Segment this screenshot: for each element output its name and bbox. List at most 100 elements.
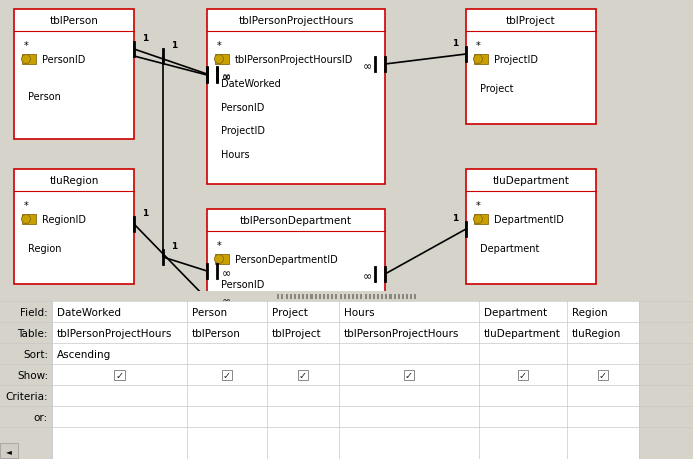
Text: tluDepartment: tluDepartment — [493, 176, 570, 185]
Bar — [402, 294, 404, 299]
Text: PersonID: PersonID — [221, 102, 264, 112]
Bar — [398, 294, 400, 299]
Text: Person: Person — [192, 307, 227, 317]
Text: DateWorked: DateWorked — [221, 78, 281, 89]
Bar — [373, 294, 375, 299]
Text: DateWorked: DateWorked — [57, 307, 121, 317]
Text: *: * — [24, 201, 28, 211]
Text: Field:: Field: — [20, 307, 48, 317]
Text: ∞: ∞ — [222, 297, 231, 306]
Text: *: * — [217, 241, 222, 251]
Text: tblPersonDepartment: tblPersonDepartment — [240, 216, 352, 225]
FancyBboxPatch shape — [14, 10, 134, 140]
Bar — [0, 443, 18, 458]
Bar — [406, 294, 408, 299]
FancyBboxPatch shape — [215, 254, 229, 264]
Bar — [298, 370, 308, 380]
Bar — [348, 294, 350, 299]
Text: ∞: ∞ — [222, 72, 231, 82]
Text: PersonID: PersonID — [42, 55, 85, 65]
FancyBboxPatch shape — [14, 170, 134, 285]
Text: Project: Project — [272, 307, 308, 317]
Text: Show:: Show: — [17, 370, 48, 380]
Text: 1: 1 — [452, 213, 458, 223]
Text: ∞: ∞ — [222, 73, 231, 83]
Bar — [302, 294, 304, 299]
Text: ✓: ✓ — [599, 370, 607, 380]
Text: ∞: ∞ — [222, 269, 231, 279]
Bar — [598, 370, 608, 380]
Bar — [294, 294, 296, 299]
Bar — [356, 294, 358, 299]
Text: DepartmentID: DepartmentID — [494, 214, 564, 224]
Bar — [335, 294, 337, 299]
Text: ✓: ✓ — [519, 370, 527, 380]
Bar — [281, 294, 283, 299]
Text: ✓: ✓ — [299, 370, 307, 380]
Text: Hours: Hours — [221, 150, 249, 160]
FancyBboxPatch shape — [466, 170, 596, 285]
Circle shape — [215, 255, 224, 264]
Bar — [340, 294, 342, 299]
Text: ✓: ✓ — [223, 370, 231, 380]
Bar — [352, 294, 354, 299]
Text: Project: Project — [480, 84, 514, 94]
Bar — [410, 294, 412, 299]
FancyBboxPatch shape — [207, 210, 385, 364]
Text: *: * — [24, 41, 28, 51]
Bar — [389, 294, 392, 299]
Bar — [365, 294, 367, 299]
Text: tblPersonProjectHours: tblPersonProjectHours — [344, 328, 459, 338]
Text: Criteria:: Criteria: — [6, 391, 48, 401]
FancyBboxPatch shape — [215, 55, 229, 65]
Text: ∞: ∞ — [363, 62, 372, 72]
Bar — [414, 294, 416, 299]
Text: DepartmentID: DepartmentID — [221, 304, 291, 314]
Bar — [369, 294, 371, 299]
Text: tblPerson: tblPerson — [50, 16, 98, 26]
Circle shape — [21, 215, 30, 224]
Bar — [377, 294, 379, 299]
Text: Region: Region — [28, 244, 62, 254]
Text: ProjectID: ProjectID — [494, 55, 538, 65]
Bar — [306, 294, 308, 299]
Text: 1: 1 — [142, 208, 148, 218]
Bar — [518, 370, 528, 380]
Bar — [360, 294, 362, 299]
Text: Ascending: Ascending — [57, 349, 112, 359]
Text: tblPersonProjectHours: tblPersonProjectHours — [57, 328, 173, 338]
Bar — [286, 294, 288, 299]
Text: 1: 1 — [452, 39, 458, 48]
FancyBboxPatch shape — [207, 10, 385, 185]
Bar — [331, 294, 333, 299]
Bar — [52, 302, 639, 459]
FancyBboxPatch shape — [474, 55, 488, 65]
Text: Region: Region — [572, 307, 608, 317]
Text: *: * — [217, 41, 222, 51]
Bar — [114, 370, 125, 380]
Bar — [323, 294, 325, 299]
Bar — [394, 294, 396, 299]
Text: tblProject: tblProject — [506, 16, 556, 26]
Text: Department: Department — [480, 244, 539, 254]
Bar — [404, 370, 414, 380]
Text: *: * — [476, 41, 481, 51]
Text: Table:: Table: — [17, 328, 48, 338]
Text: Department: Department — [484, 307, 547, 317]
Circle shape — [473, 215, 482, 224]
Text: PersonDepartmentID: PersonDepartmentID — [235, 254, 337, 264]
Text: ✓: ✓ — [116, 370, 123, 380]
Text: or:: or: — [34, 412, 48, 422]
Text: Hours: Hours — [344, 307, 375, 317]
Text: 1: 1 — [171, 41, 177, 50]
FancyBboxPatch shape — [474, 214, 488, 224]
Bar — [381, 294, 383, 299]
Circle shape — [21, 56, 30, 64]
Circle shape — [215, 56, 224, 64]
Text: tluRegion: tluRegion — [572, 328, 622, 338]
Text: RegionID: RegionID — [42, 214, 86, 224]
Bar — [319, 294, 321, 299]
Bar — [290, 294, 292, 299]
Text: Person: Person — [28, 92, 61, 102]
Text: tluRegion: tluRegion — [49, 176, 98, 185]
